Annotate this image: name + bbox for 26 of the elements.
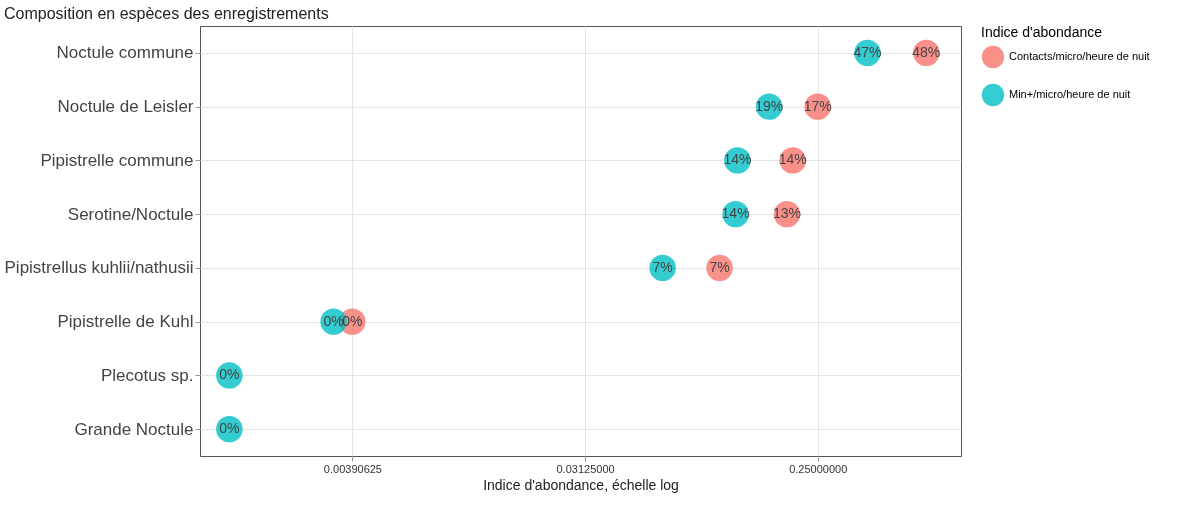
legend-title: Indice d'abondance: [981, 24, 1103, 40]
y-tick-label: Pipistrellus kuhlii/nathusii: [4, 258, 194, 278]
x-tick-label: 0.03125000: [556, 462, 615, 475]
y-tick-label: Noctule commune: [56, 43, 194, 63]
y-tick-label: Grande Noctule: [74, 419, 194, 439]
y-tick-label: Serotine/Noctule: [67, 204, 194, 224]
annotation: 14%: [778, 151, 807, 168]
legend-label: Min+/micro/heure de nuit: [1009, 88, 1131, 100]
y-tick-label: Pipistrelle commune: [40, 150, 194, 170]
x-tick-label: 0.25000000: [789, 462, 848, 475]
x-axis-title: Indice d'abondance, échelle log: [483, 476, 679, 493]
annotation: 14%: [723, 151, 752, 168]
annotation: 0%: [219, 366, 240, 383]
annotation: 48%: [912, 43, 941, 60]
annotation: 13%: [772, 205, 802, 222]
annotation: 0%: [219, 420, 240, 437]
y-tick-label: Noctule de Leisler: [57, 97, 194, 117]
chart-title: Composition en espèces des enregistrements: [4, 5, 329, 22]
annotation: 7%: [709, 258, 730, 275]
annotation: 7%: [652, 258, 673, 275]
annotation: 17%: [803, 97, 832, 114]
annotation: 0%: [323, 312, 344, 329]
x-tick-label: 0.00390625: [323, 462, 382, 475]
y-tick-label: Pipistrelle de Kuhl: [57, 312, 194, 332]
y-tick-label: Plecotus sp.: [100, 365, 194, 385]
legend-label: Contacts/micro/heure de nuit: [1009, 50, 1150, 62]
